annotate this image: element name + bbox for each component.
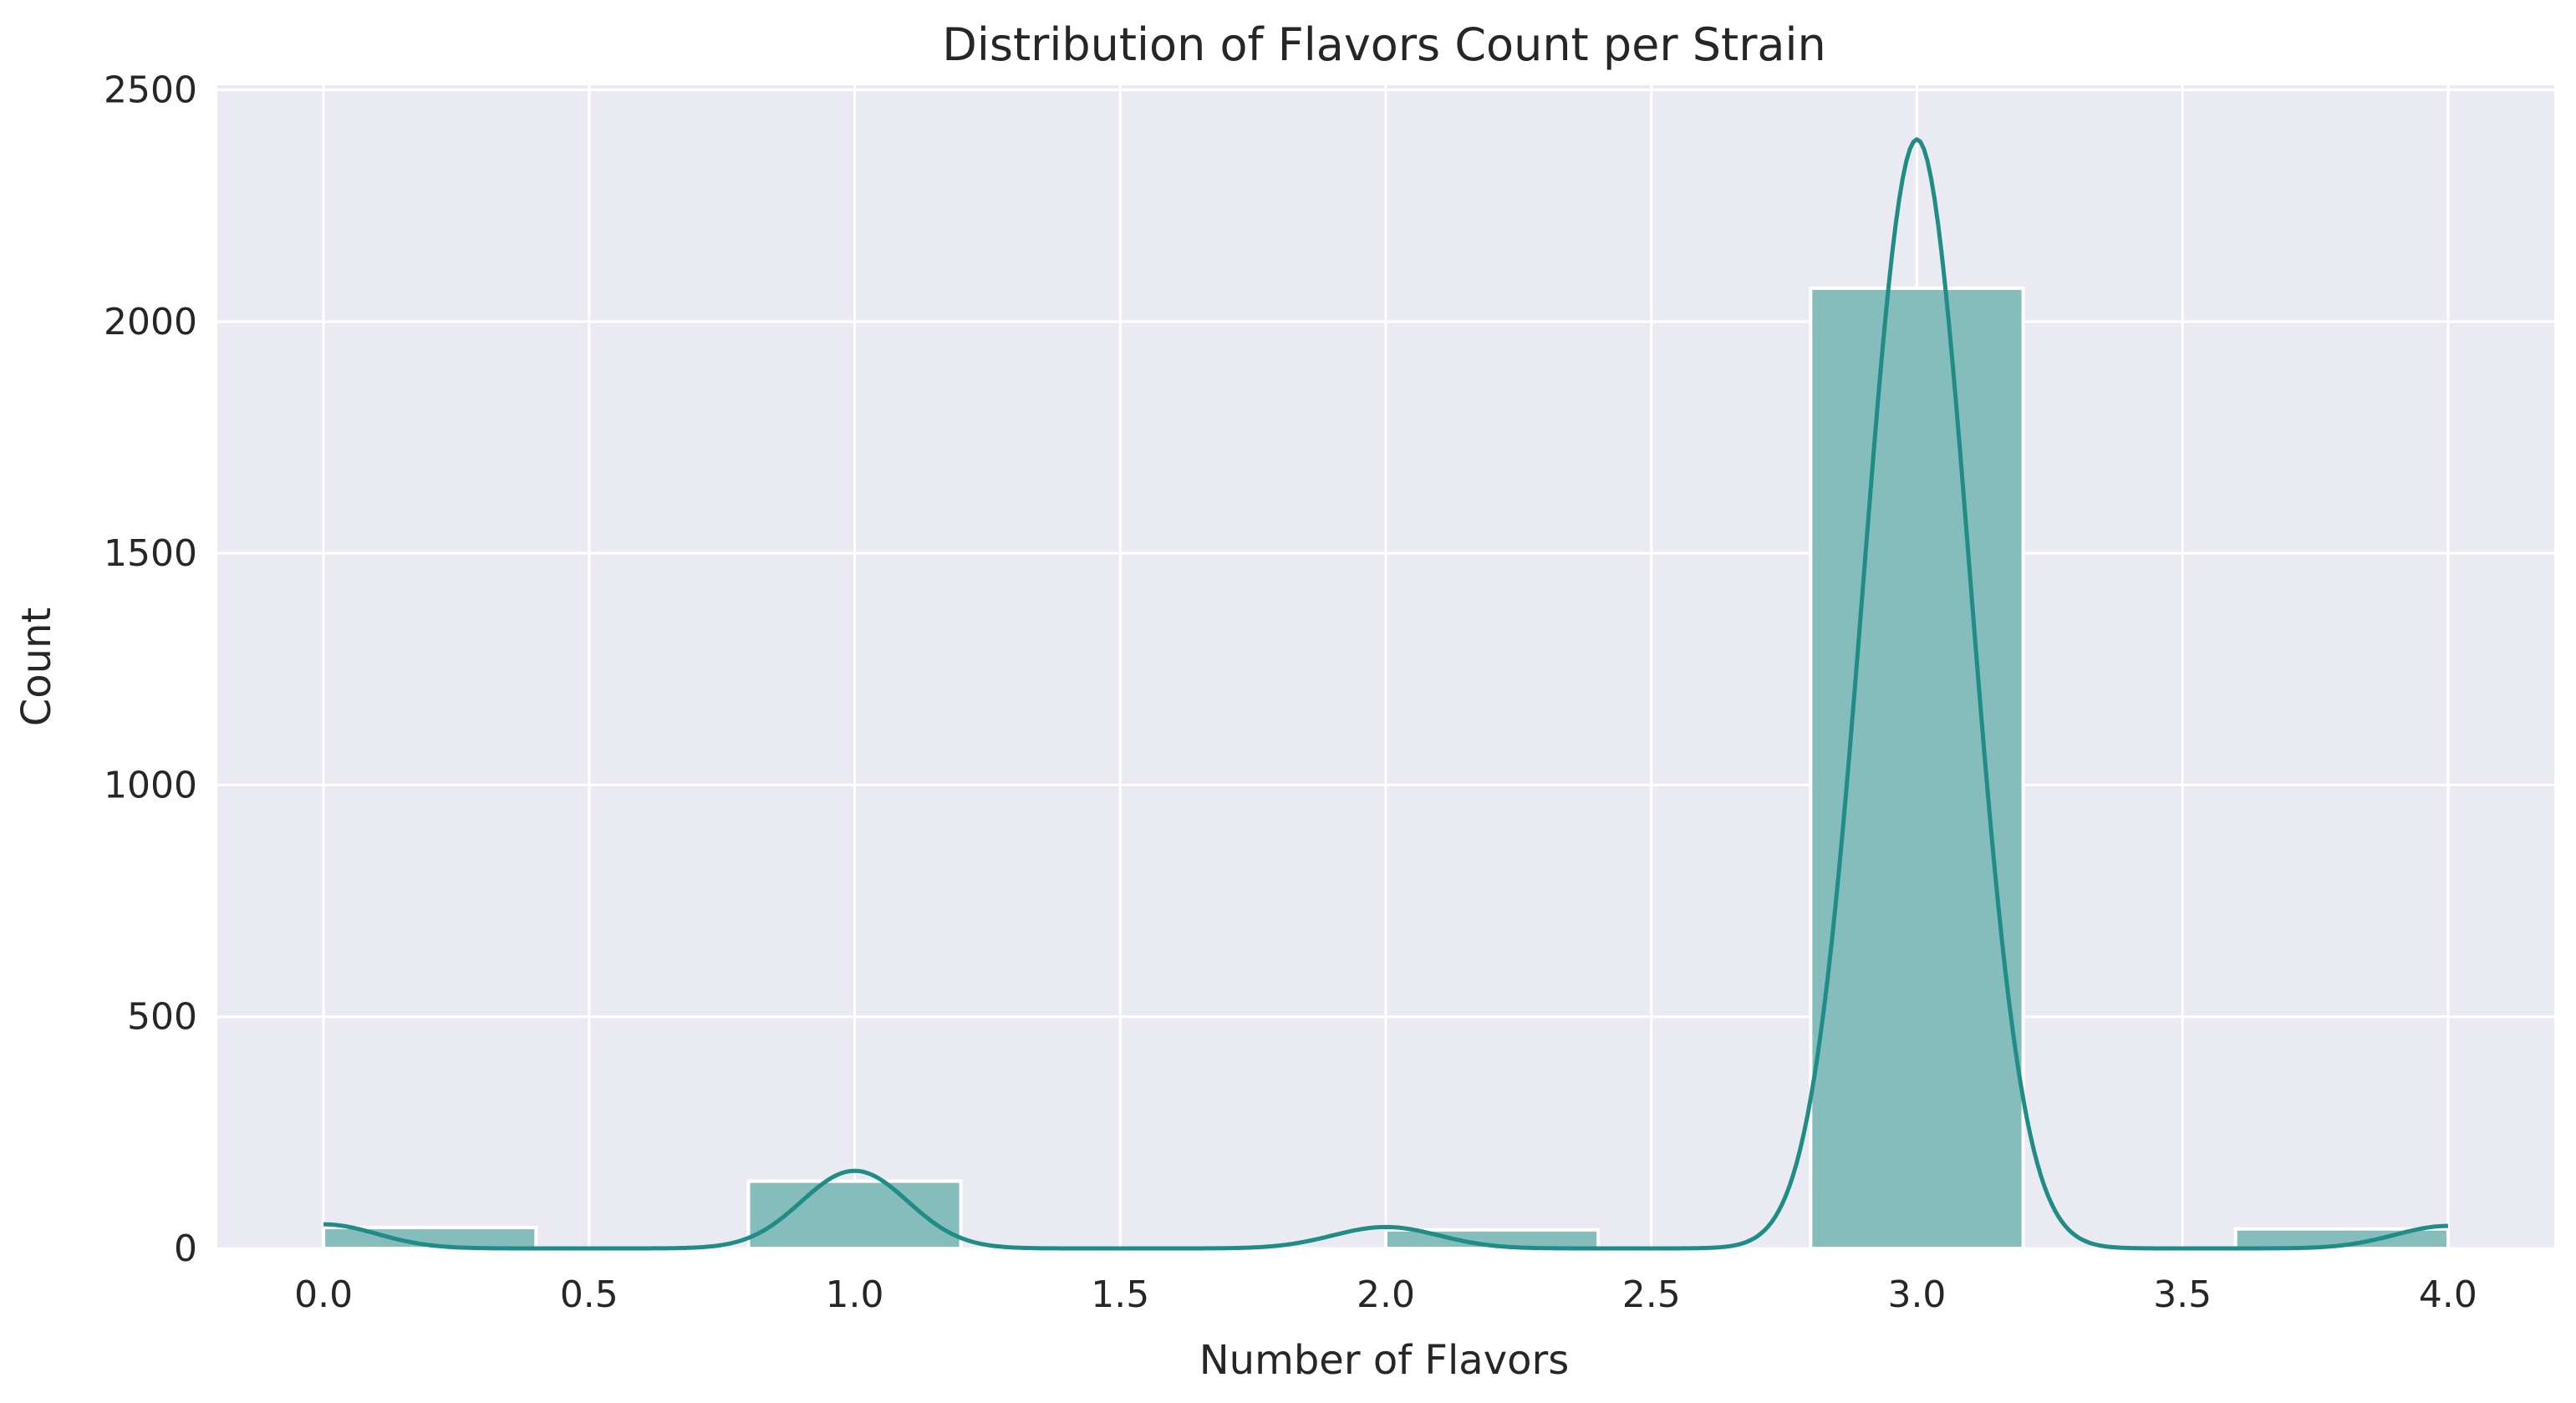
x-tick-label-5: 2.5: [1622, 1273, 1681, 1316]
x-tick-label-2: 1.0: [826, 1273, 884, 1316]
x-tick-label-4: 2.0: [1357, 1273, 1415, 1316]
x-tick-label-6: 3.0: [1887, 1273, 1946, 1316]
histogram-bar-7: [1809, 286, 2025, 1251]
x-tick-label-8: 4.0: [2419, 1273, 2477, 1316]
kde-curve: [323, 137, 2448, 1251]
x-tick-label-0: 0.0: [294, 1273, 353, 1316]
y-tick-label-2: 1000: [104, 764, 197, 806]
x-tick-label-3: 1.5: [1091, 1273, 1149, 1316]
kde-curve-group: [323, 137, 2448, 1251]
chart-title: Distribution of Flavors Count per Strain: [942, 18, 1825, 71]
x-axis-label: Number of Flavors: [1199, 1337, 1569, 1384]
y-tick-label-0: 0: [174, 1228, 197, 1270]
y-axis-label: Count: [13, 607, 60, 727]
x-tick-label-7: 3.5: [2153, 1273, 2212, 1316]
y-tick-label-1: 500: [127, 996, 197, 1039]
x-tick-labels: 0.0 0.5 1.0 1.5 2.0 2.5 3.0 3.5 4.0: [294, 1273, 2477, 1316]
histogram-bar-2: [746, 1179, 963, 1251]
y-tick-label-3: 1500: [104, 532, 197, 575]
y-tick-label-4: 2000: [104, 301, 197, 343]
y-tick-label-5: 2500: [104, 69, 197, 112]
y-tick-labels: 0 500 1000 1500 2000 2500: [104, 69, 197, 1270]
x-tick-label-1: 0.5: [560, 1273, 619, 1316]
